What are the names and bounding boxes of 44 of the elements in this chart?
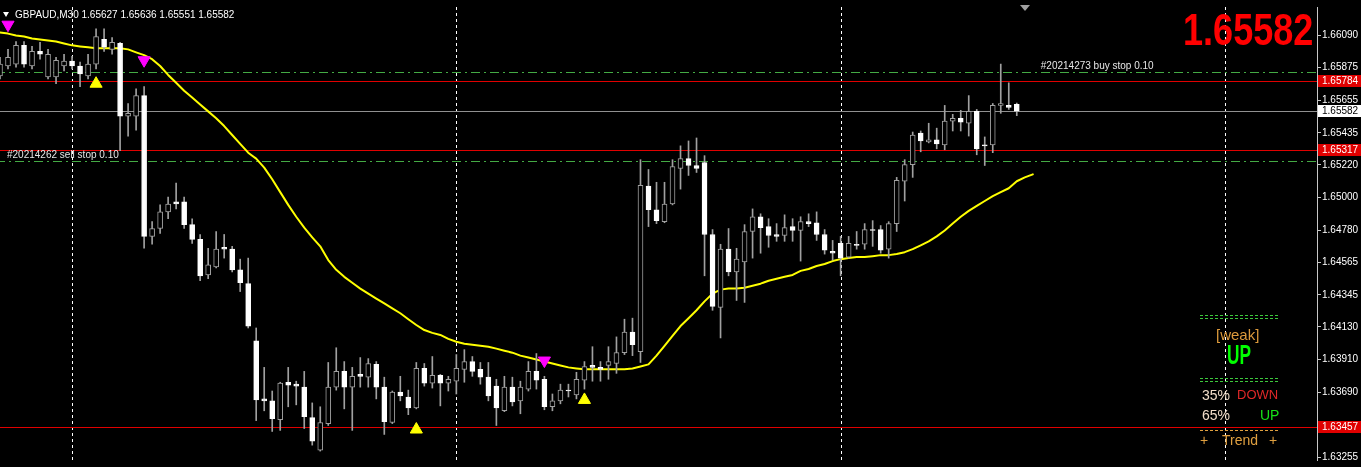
candlestick [37,42,43,60]
y-tick-label: 1.65220 [1322,158,1359,170]
point [1,20,15,33]
y-tick-label: 1.65000 [1322,191,1359,203]
ref-line-label: 1.65317 [1322,144,1359,156]
y-tick-label: 1.64130 [1322,320,1359,332]
y-tick-label: 1.63690 [1322,386,1359,398]
y-tick-label: 1.64345 [1322,288,1359,300]
y-tick-label: 1.63910 [1322,353,1359,365]
y-tick-label: 1.64780 [1322,224,1359,236]
ref-line-label: #20214273 buy stop 0.10 [1040,60,1155,71]
ref-line-label: 1.65784 [1322,75,1359,87]
y-tick-label: 1.65875 [1322,61,1359,73]
candlestick [997,63,1004,114]
annotation: UP [1227,340,1251,370]
candlestick [349,367,356,431]
annotation: 65% [1202,407,1231,423]
candlestick [981,136,988,166]
y-tick-label: 1.63255 [1322,450,1359,462]
candlestick [957,110,964,132]
y-tick-label: 1.65655 [1322,93,1359,105]
annotation: Trend [1222,432,1259,448]
ref-line-label: #20214262 sell stop 0.10 [7,149,120,160]
annotation: + [1200,432,1209,448]
y-tick-label: 1.66090 [1322,29,1359,41]
point [137,56,151,68]
annotation: + [1269,432,1278,448]
candlestick [221,234,227,259]
ref-line-label: 1.63457 [1322,421,1359,433]
y-tick-label: 1.64565 [1322,256,1359,268]
annotation: [weak] [1216,326,1260,343]
annotation: 1.65582 [1183,5,1314,54]
annotation: DOWN [1237,387,1279,402]
ref-line-label: 1.65582 [1322,105,1359,117]
point [409,422,423,434]
candlestick [949,114,956,132]
candlestick [357,357,364,388]
candlestick [125,103,131,137]
candlestick [1005,82,1012,110]
chart-title: GBPAUD,M30 1.65627 1.65636 1.65551 1.65582 [15,9,235,20]
y-tick-label: 1.65435 [1322,126,1359,138]
point [577,392,592,404]
annotation: UP [1260,407,1280,423]
annotation: 35% [1202,387,1231,403]
